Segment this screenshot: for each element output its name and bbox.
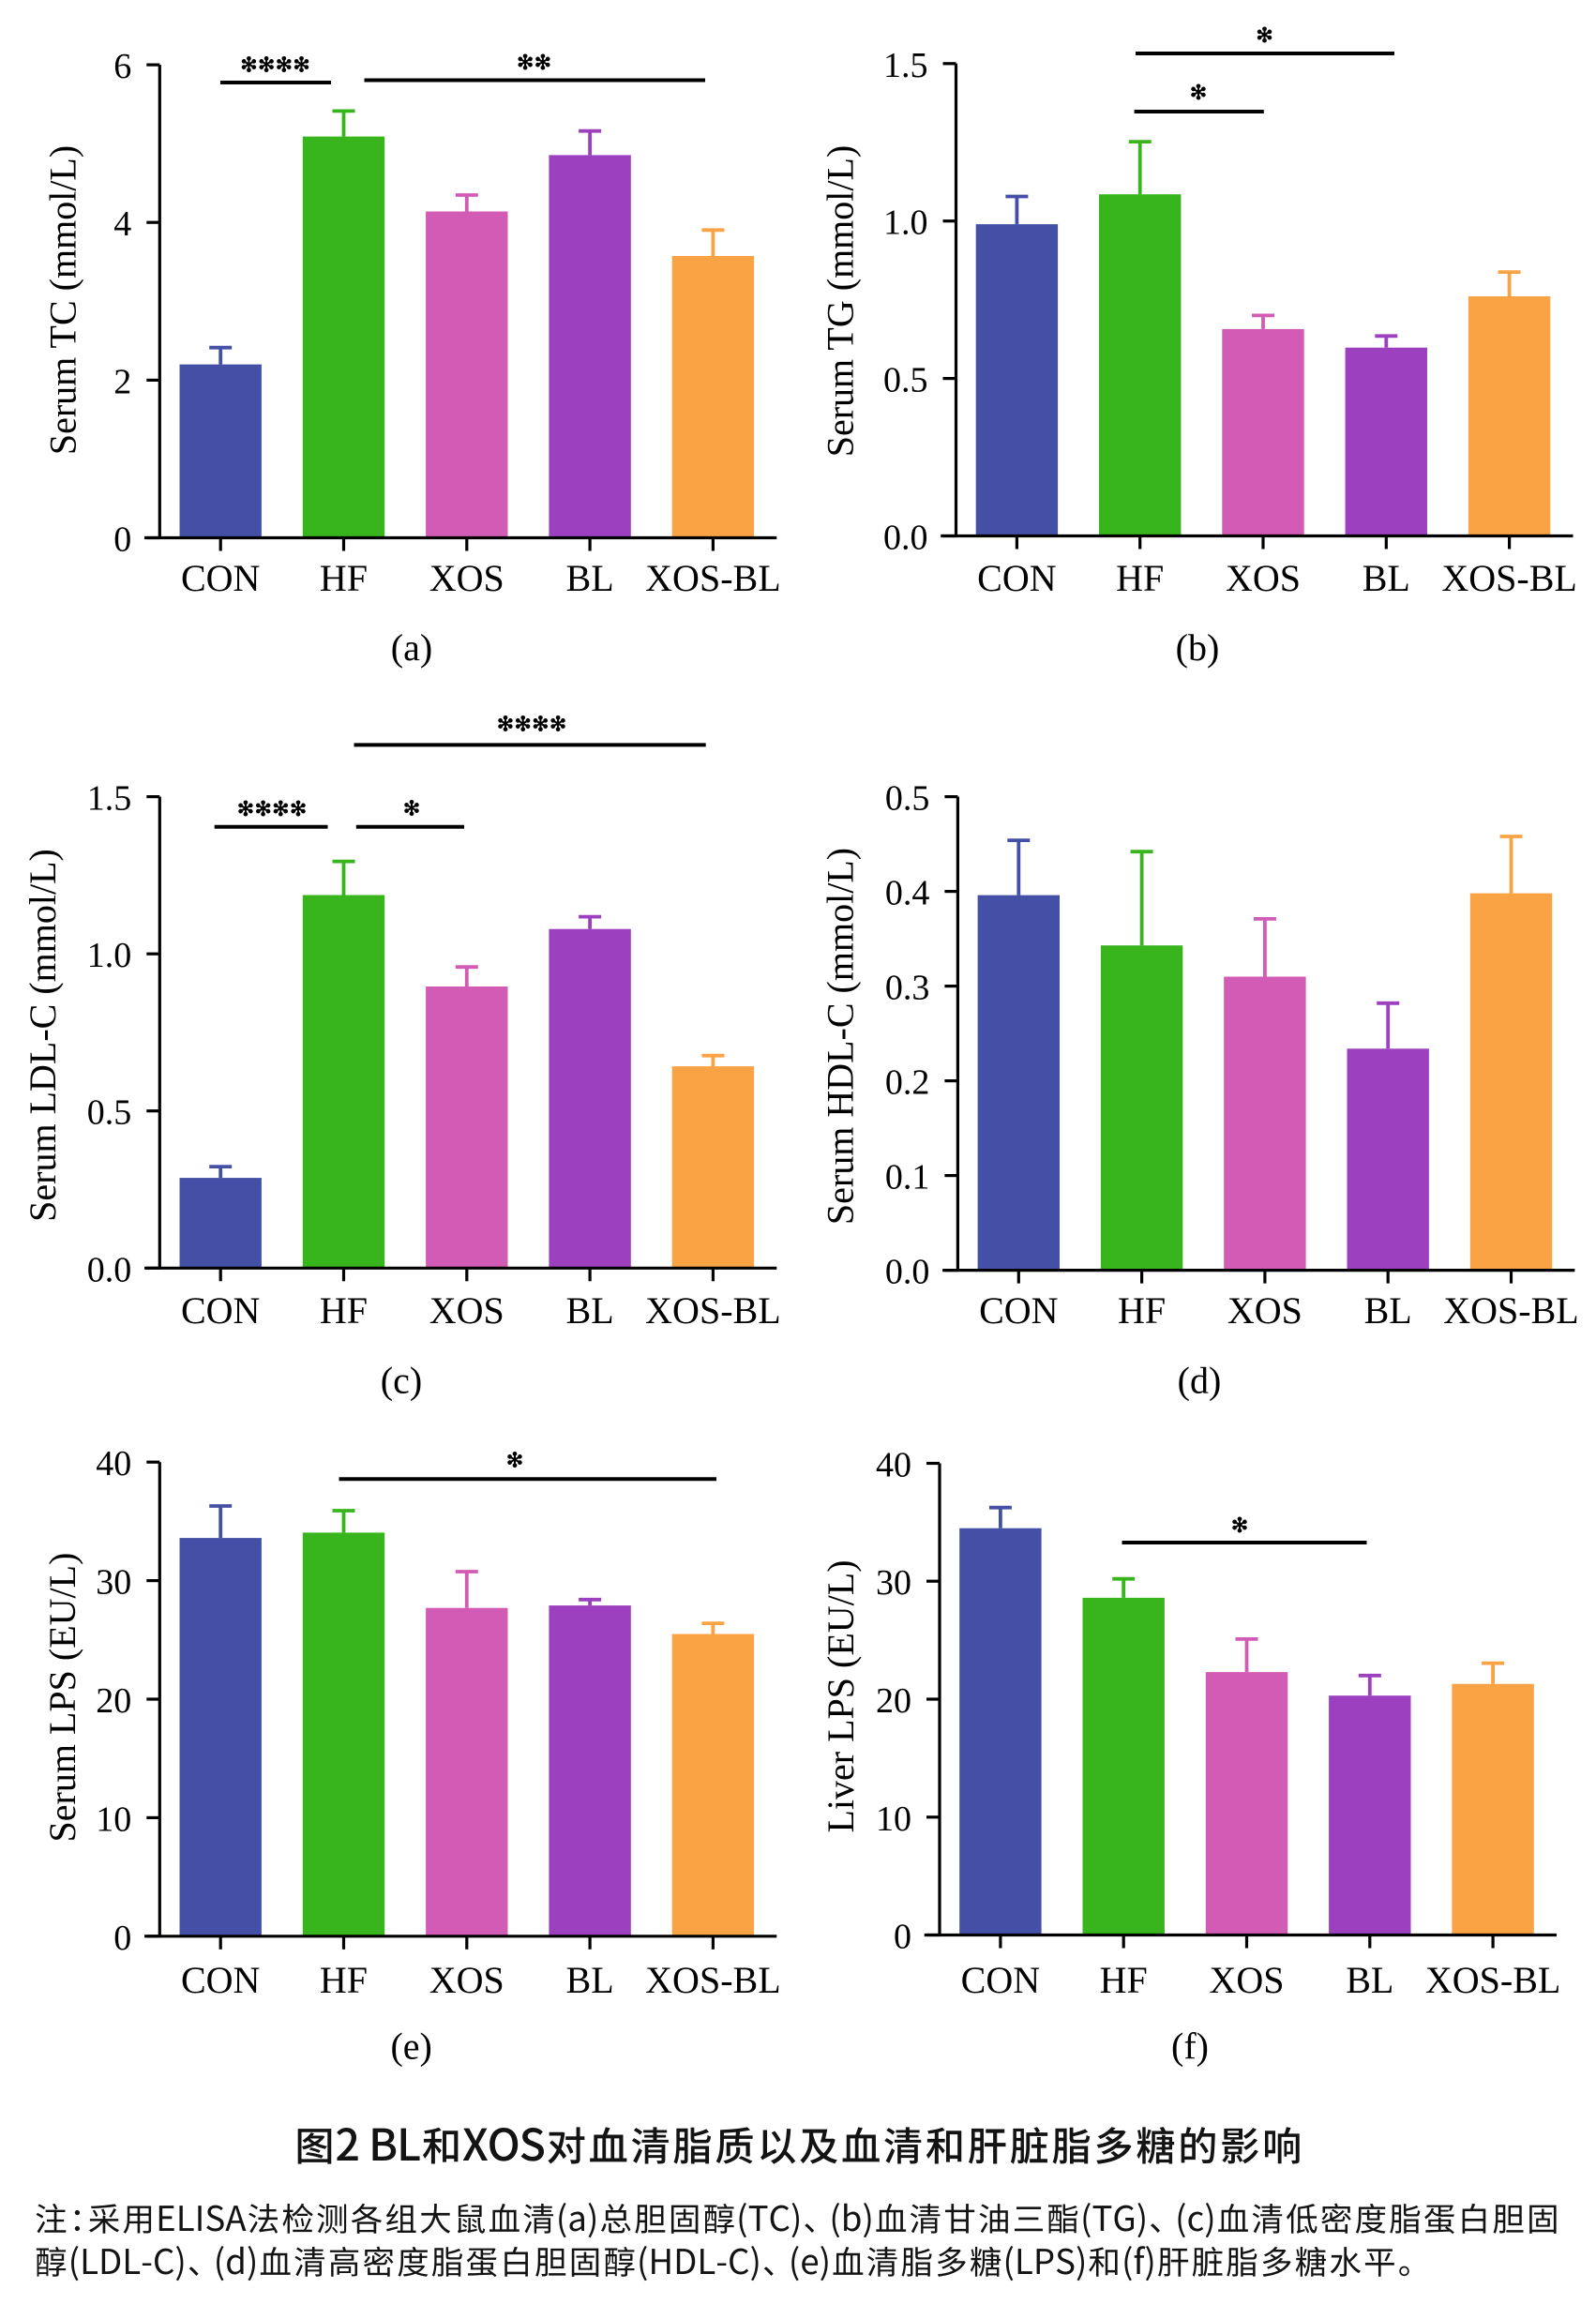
svg-text:HF: HF bbox=[320, 1289, 368, 1332]
svg-text:30: 30 bbox=[876, 1563, 911, 1603]
svg-text:1.5: 1.5 bbox=[87, 779, 132, 819]
svg-text:0.4: 0.4 bbox=[885, 874, 930, 913]
svg-text:0.2: 0.2 bbox=[885, 1063, 930, 1103]
svg-text:CON: CON bbox=[181, 557, 260, 599]
svg-text:0.5: 0.5 bbox=[87, 1093, 132, 1133]
svg-text:0: 0 bbox=[113, 520, 131, 560]
svg-text:HF: HF bbox=[1118, 1289, 1166, 1332]
svg-text:XOS-BL: XOS-BL bbox=[645, 557, 780, 599]
svg-text:HF: HF bbox=[320, 557, 368, 599]
svg-text:20: 20 bbox=[96, 1681, 131, 1721]
svg-text:BL: BL bbox=[1363, 557, 1410, 599]
svg-text:0.5: 0.5 bbox=[883, 361, 928, 400]
svg-text:1.0: 1.0 bbox=[87, 936, 132, 975]
svg-text:CON: CON bbox=[961, 1959, 1040, 2001]
svg-text:2: 2 bbox=[113, 362, 131, 401]
svg-text:Liver LPS (EU/L): Liver LPS (EU/L) bbox=[820, 1559, 862, 1832]
svg-text:Serum TC (mmol/L): Serum TC (mmol/L) bbox=[42, 145, 84, 455]
svg-text:0.0: 0.0 bbox=[87, 1250, 132, 1289]
svg-text:6: 6 bbox=[113, 47, 131, 86]
svg-text:HF: HF bbox=[1100, 1959, 1148, 2001]
svg-text:XOS: XOS bbox=[1209, 1959, 1284, 2001]
svg-text:4: 4 bbox=[113, 204, 131, 244]
svg-text:1.0: 1.0 bbox=[883, 203, 928, 243]
svg-text:BL: BL bbox=[1364, 1289, 1412, 1332]
svg-text:BL: BL bbox=[566, 1289, 614, 1332]
svg-text:BL: BL bbox=[566, 1959, 614, 2001]
svg-text:XOS: XOS bbox=[1227, 1289, 1302, 1332]
svg-text:XOS-BL: XOS-BL bbox=[645, 1959, 780, 2001]
svg-text:Serum HDL-C (mmol/L): Serum HDL-C (mmol/L) bbox=[820, 848, 862, 1225]
svg-text:XOS: XOS bbox=[429, 1959, 504, 2001]
svg-text:(d): (d) bbox=[1178, 1360, 1222, 1402]
svg-text:XOS-BL: XOS-BL bbox=[645, 1289, 780, 1332]
svg-text:10: 10 bbox=[876, 1799, 911, 1839]
svg-text:(a): (a) bbox=[391, 626, 432, 669]
svg-text:HF: HF bbox=[320, 1959, 368, 2001]
svg-text:XOS-BL: XOS-BL bbox=[1441, 557, 1576, 599]
svg-text:CON: CON bbox=[181, 1289, 260, 1332]
svg-text:XOS-BL: XOS-BL bbox=[1425, 1959, 1560, 2001]
svg-text:0.1: 0.1 bbox=[885, 1158, 930, 1197]
svg-text:0: 0 bbox=[894, 1918, 911, 1957]
svg-text:(b): (b) bbox=[1176, 626, 1220, 669]
svg-text:XOS: XOS bbox=[429, 1289, 504, 1332]
svg-text:Serum LDL-C (mmol/L): Serum LDL-C (mmol/L) bbox=[22, 849, 64, 1222]
svg-text:0: 0 bbox=[113, 1919, 131, 1958]
svg-text:Serum LPS (EU/L): Serum LPS (EU/L) bbox=[41, 1553, 83, 1843]
svg-text:XOS-BL: XOS-BL bbox=[1443, 1289, 1578, 1332]
svg-text:CON: CON bbox=[979, 1289, 1058, 1332]
svg-text:(e): (e) bbox=[390, 2025, 431, 2068]
svg-text:40: 40 bbox=[96, 1444, 131, 1483]
svg-text:10: 10 bbox=[96, 1799, 131, 1839]
svg-text:CON: CON bbox=[181, 1959, 260, 2001]
svg-text:0.3: 0.3 bbox=[885, 969, 930, 1008]
svg-text:BL: BL bbox=[1346, 1959, 1393, 2001]
svg-text:XOS: XOS bbox=[1226, 557, 1301, 599]
svg-text:Serum TG (mmol/L): Serum TG (mmol/L) bbox=[820, 145, 862, 458]
svg-text:HF: HF bbox=[1116, 557, 1164, 599]
svg-text:CON: CON bbox=[977, 557, 1056, 599]
svg-text:20: 20 bbox=[876, 1681, 911, 1721]
svg-text:40: 40 bbox=[876, 1446, 911, 1485]
svg-text:0.5: 0.5 bbox=[885, 779, 930, 819]
svg-text:BL: BL bbox=[566, 557, 614, 599]
svg-text:(f): (f) bbox=[1171, 2025, 1209, 2068]
svg-text:30: 30 bbox=[96, 1563, 131, 1603]
svg-text:0.0: 0.0 bbox=[883, 519, 928, 558]
svg-text:1.5: 1.5 bbox=[883, 46, 928, 85]
svg-text:0.0: 0.0 bbox=[885, 1253, 930, 1292]
svg-text:(c): (c) bbox=[381, 1360, 422, 1402]
svg-text:XOS: XOS bbox=[429, 557, 504, 599]
